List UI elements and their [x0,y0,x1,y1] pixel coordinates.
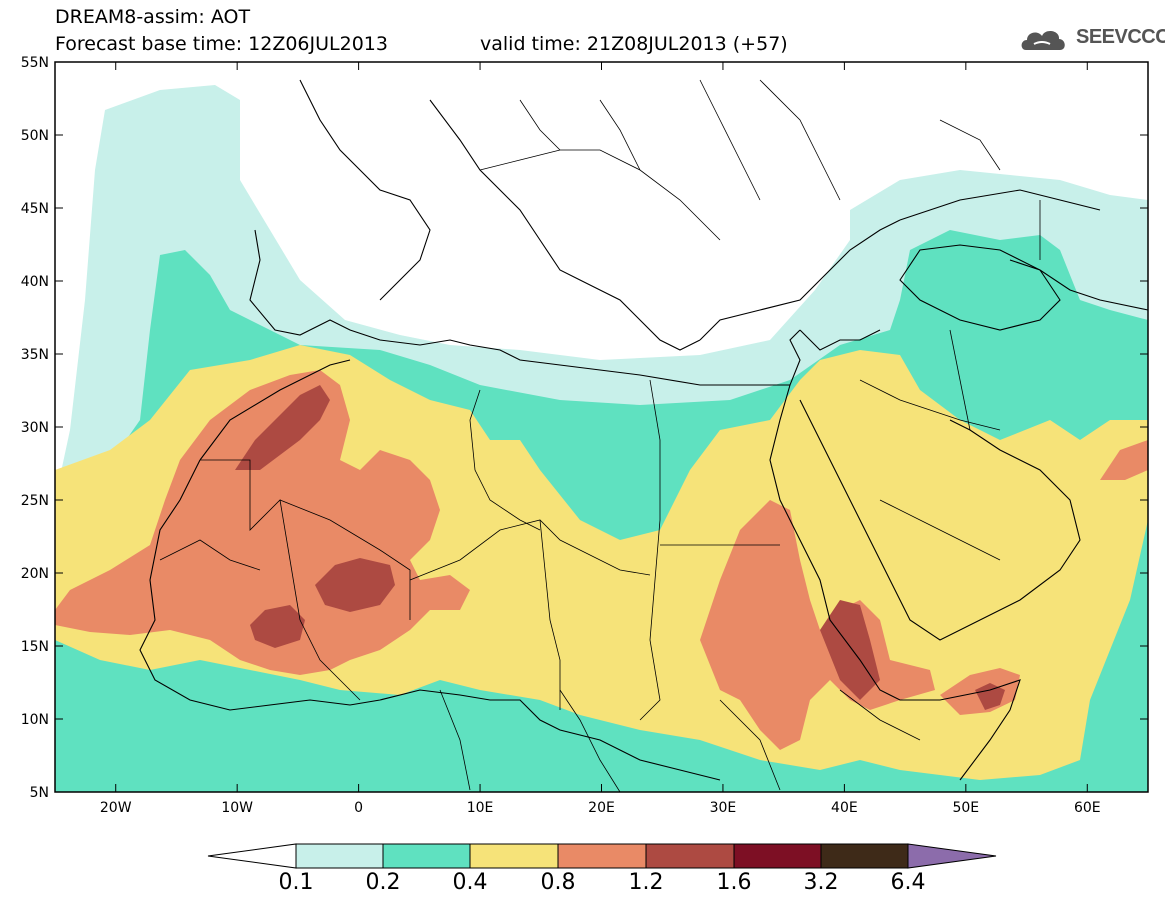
colorbar-label-1: 0.2 [365,870,401,895]
lat-label-30N: 30N [21,420,49,436]
lon-label-20W: 20W [100,800,132,816]
aot-band-1.2-ethiopia [820,600,880,700]
lat-label-25N: 25N [21,493,49,509]
colorbar-seg-5 [733,843,822,869]
colorbar-label-4: 1.2 [628,870,664,895]
lon-label-0: 0 [354,800,363,816]
colorbar-label-7: 6.4 [890,870,926,895]
lon-axis: 20W 10W 0 10E 20E 30E 40E 50E 60E [100,62,1101,816]
aot-field [55,62,1148,792]
title-line-1: DREAM8-assim: AOT [55,6,251,28]
lon-label-10W: 10W [221,800,253,816]
lat-label-35N: 35N [21,347,49,363]
colorbar-seg-2 [469,843,559,869]
lon-label-20E: 20E [588,800,615,816]
lat-label-10N: 10N [21,712,49,728]
colorbar-seg-3 [557,843,647,869]
lon-label-60E: 60E [1074,800,1101,816]
borders [159,79,1041,792]
lat-label-50N: 50N [21,128,49,144]
colorbar-label-0: 0.1 [278,870,314,895]
colorbar-high-arrow [907,843,997,869]
lat-label-40N: 40N [21,274,49,290]
colorbar-low-arrow [207,843,297,869]
aot-band-1.2-atlas [235,385,330,470]
colorbar-label-6: 3.2 [803,870,839,895]
colorbar-seg-0 [295,843,384,869]
aot-band-1.2-somalia [975,683,1005,710]
colorbar-seg-1 [382,843,471,869]
cloud-icon [1021,30,1065,50]
colorbar-seg-4 [645,843,735,869]
colorbar-label-3: 0.8 [540,870,576,895]
aot-band-0.8-east [700,500,935,750]
lon-label-50E: 50E [952,800,979,816]
lat-label-55N: 55N [21,55,49,71]
lat-label-20N: 20N [21,566,49,582]
logo-text: SEEVCCC [1076,26,1165,48]
lat-label-5N: 5N [30,785,49,801]
aot-band-0.8-gulf [1100,440,1148,480]
colorbar-label-5: 1.6 [716,870,752,895]
lat-label-15N: 15N [21,639,49,655]
lon-label-40E: 40E [831,800,858,816]
forecast-base-time: Forecast base time: 12Z06JUL2013 [55,33,388,55]
colorbar-seg-6 [820,843,909,869]
coastlines [139,79,1148,781]
colorbar [207,843,997,869]
lat-label-45N: 45N [21,201,49,217]
lon-label-10E: 10E [467,800,494,816]
aot-band-1.2-niger [315,558,395,612]
valid-time: valid time: 21Z08JUL2013 (+57) [480,33,788,55]
lat-axis: 55N 50N 45N 40N 35N 30N 25N 20N 15N 10N 5N [21,55,1148,801]
aot-band-1.2-mali [250,605,305,648]
lon-label-30E: 30E [710,800,737,816]
colorbar-label-2: 0.4 [452,870,488,895]
